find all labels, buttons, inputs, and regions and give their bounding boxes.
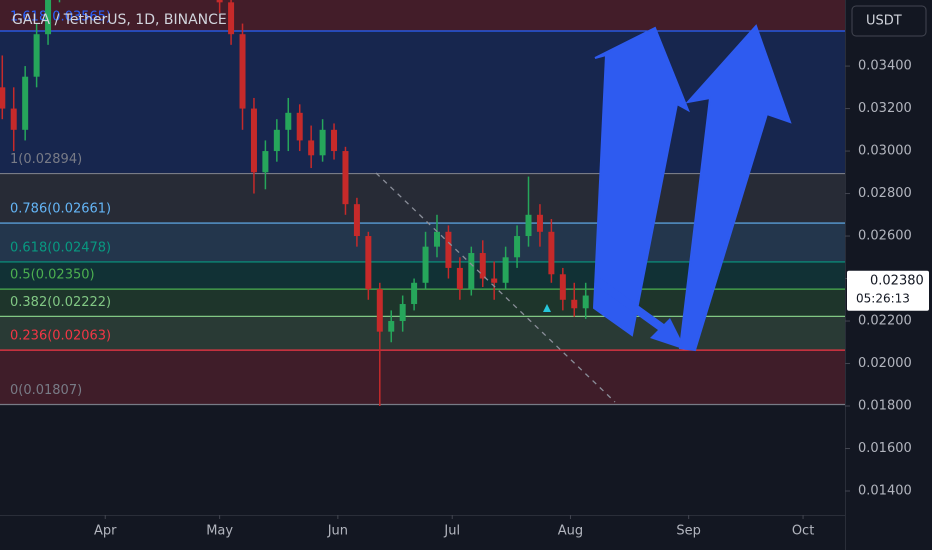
price-tag-label: 0.02380 <box>870 273 924 288</box>
candle-body <box>22 76 29 130</box>
candle-body <box>536 214 543 232</box>
fib-label: 0.786(0.02661) <box>10 202 111 217</box>
candle-body <box>0 87 6 109</box>
fib-label: 0.5(0.02350) <box>10 268 95 283</box>
candle-body <box>342 151 349 205</box>
x-tick-label: Jul <box>443 524 460 539</box>
candle-body <box>548 231 555 275</box>
axes: 0.014000.016000.018000.020000.022000.024… <box>94 59 929 539</box>
candle-body <box>296 112 303 141</box>
candle-body <box>353 204 360 237</box>
candle-body <box>10 108 17 130</box>
x-tick-label: Aug <box>558 524 583 539</box>
y-tick-label: 0.02000 <box>858 356 912 371</box>
candle-body <box>388 321 395 332</box>
x-tick-label: May <box>206 524 233 539</box>
x-tick-label: Oct <box>792 524 814 539</box>
candle-body <box>525 214 532 237</box>
price-tag <box>847 270 929 311</box>
y-tick-label: 0.02200 <box>858 314 912 329</box>
candle-body <box>502 257 509 283</box>
fib-zone <box>0 316 845 351</box>
fib-zone <box>0 350 845 405</box>
candle-body <box>216 0 223 3</box>
candle-body <box>273 129 280 152</box>
fib-label: 0.618(0.02478) <box>10 240 111 255</box>
signal-marker <box>543 304 551 312</box>
candle-body <box>308 140 315 156</box>
candle-body <box>228 2 235 35</box>
candle-body <box>411 282 418 305</box>
candle-body <box>479 253 486 279</box>
candle-body <box>571 299 578 309</box>
candle-body <box>433 231 440 247</box>
candle-body <box>468 253 475 290</box>
currency-label: USDT <box>866 14 902 29</box>
candle-body <box>45 0 52 35</box>
candle-body <box>582 295 589 309</box>
fib-label: 0(0.01807) <box>10 383 82 398</box>
candle-body <box>365 236 372 290</box>
x-tick-label: Apr <box>94 524 117 539</box>
annotations <box>375 24 792 403</box>
arrow-down <box>594 278 686 350</box>
y-tick-label: 0.03200 <box>858 101 912 116</box>
time-axis-bg <box>0 515 845 550</box>
candle-body <box>491 278 498 283</box>
currency-button[interactable] <box>851 5 927 37</box>
x-tick-label: Sep <box>676 524 701 539</box>
y-tick-label: 0.01600 <box>858 441 912 456</box>
x-tick-label: Jun <box>327 524 348 539</box>
y-tick-label: 0.02800 <box>858 186 912 201</box>
fib-zone <box>0 0 845 32</box>
fib-label: 0.382(0.02222) <box>10 295 111 310</box>
chart-title: GALA / TetherUS, 1D, BINANCE <box>12 12 227 28</box>
arrow-up-2 <box>678 24 792 352</box>
candle-body <box>285 112 292 130</box>
candle-body <box>399 304 406 322</box>
arrow-up-1 <box>592 26 690 337</box>
candle-body <box>331 129 338 152</box>
y-tick-label: 0.01800 <box>858 399 912 414</box>
candle-body <box>559 274 566 300</box>
candle-body <box>239 34 246 109</box>
y-tick-label: 0.02600 <box>858 229 912 244</box>
candle-body <box>250 108 257 173</box>
y-tick-label: 0.01400 <box>858 483 912 498</box>
candle-body <box>456 267 463 290</box>
candle-body <box>376 289 383 332</box>
countdown: 05:26:13 <box>856 291 910 305</box>
fib-label: 1.618(0.03565) <box>10 10 111 25</box>
fib-label: 1(0.02894) <box>10 152 82 167</box>
candle-body <box>33 34 40 77</box>
candle-body <box>514 236 521 258</box>
candle-body <box>262 151 269 173</box>
fib-zone <box>0 289 845 317</box>
candle-body <box>445 231 452 268</box>
y-tick-label: 0.03400 <box>858 59 912 74</box>
candle-body <box>319 129 326 156</box>
candle-body <box>422 246 429 283</box>
fib-label: 0.236(0.02063) <box>10 329 111 344</box>
y-tick-label: 0.03000 <box>858 144 912 159</box>
